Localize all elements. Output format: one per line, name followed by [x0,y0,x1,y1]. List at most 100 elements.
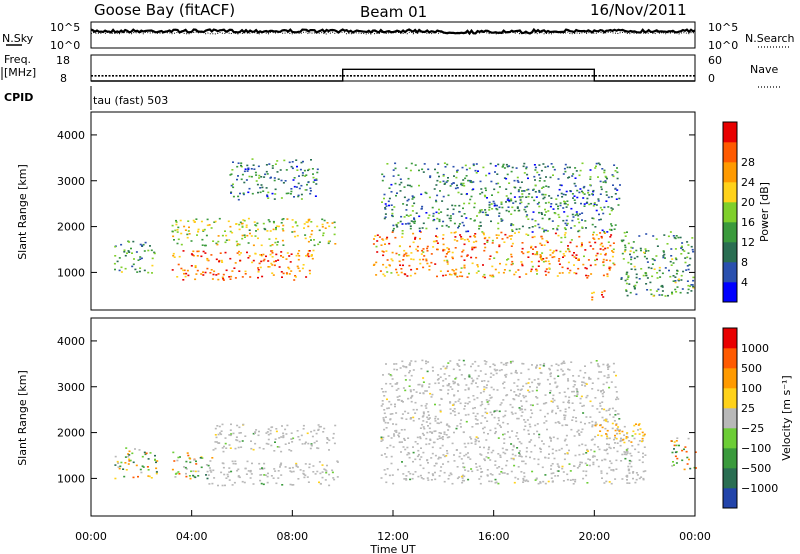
echo-cell [331,471,334,474]
echo-cell [620,277,623,279]
echo-cell [229,447,232,449]
echo-cell [521,242,524,244]
echo-cell [474,169,477,172]
echo-cell [491,474,494,476]
echo-cell [626,452,629,454]
echo-cell [323,219,326,222]
echo-cell [615,374,617,377]
echo-cell [315,432,318,435]
echo-cell [586,201,589,204]
echo-cell [664,257,666,259]
echo-cell [236,178,238,181]
echo-cell [497,182,500,185]
echo-cell [272,274,275,276]
echo-cell [537,378,540,380]
colorbar-segment [723,328,737,349]
echo-cell [413,202,416,205]
echo-cell [582,263,585,266]
echo-cell [450,273,453,276]
echo-cell [615,437,618,440]
echo-cell [566,215,569,218]
echo-cell [206,259,209,261]
echo-cell [449,472,452,474]
echo-cell [513,391,516,393]
echo-cell [406,446,409,449]
echo-cell [449,402,452,404]
echo-cell [467,230,470,233]
echo-cell [285,169,288,171]
echo-cell [546,412,549,415]
echo-cell [380,477,383,479]
echo-cell [442,385,445,387]
echo-cell [560,368,563,371]
echo-cell [584,422,586,425]
colorbar-segment [723,262,737,283]
echo-cell [505,209,508,212]
echo-cell [257,228,259,231]
echo-cell [463,259,466,261]
echo-cell [304,442,307,445]
echo-cell [471,262,474,265]
echo-cell [471,426,474,428]
echo-cell [639,428,642,430]
echo-cell [114,464,117,466]
echo-cell [242,423,245,426]
echo-cell [517,378,520,381]
echo-cell [309,236,312,238]
echo-cell [603,169,606,172]
echo-cell [495,182,498,185]
echo-cell [431,432,434,434]
echo-cell [536,423,539,425]
echo-cell [395,194,397,197]
echo-cell [577,214,580,217]
echo-cell [205,234,208,237]
echo-cell [257,267,260,269]
echo-cell [258,462,261,465]
echo-cell [239,432,242,434]
echo-cell [260,482,263,485]
echo-cell [603,391,605,393]
echo-cell [542,186,545,188]
echo-cell [672,275,675,277]
echo-cell [549,436,551,439]
echo-cell [460,193,463,195]
echo-cell [487,452,490,454]
echo-cell [588,464,591,467]
echo-cell [463,264,466,267]
echo-cell [227,220,230,223]
echo-cell [601,294,603,296]
echo-cell [510,255,513,258]
echo-cell [575,395,578,397]
echo-cell [454,401,457,403]
echo-cell [506,362,509,364]
echo-cell [550,464,553,467]
echo-cell [414,360,417,363]
echo-cell [603,449,606,451]
echo-cell [242,193,245,196]
echo-cell [564,201,566,203]
echo-cell [674,280,677,282]
echo-cell [573,182,576,185]
echo-cell [448,383,450,385]
echo-cell [596,408,599,410]
echo-cell [314,473,317,475]
echo-cell [481,231,484,233]
echo-cell [491,239,494,242]
echo-cell [251,261,254,264]
echo-cell [127,455,130,458]
echo-cell [521,460,524,463]
echo-cell [402,264,404,267]
echo-cell [304,234,307,236]
echo-cell [120,243,123,246]
echo-cell [529,386,531,388]
echo-cell [483,386,486,388]
echo-cell [310,443,313,445]
echo-cell [566,424,569,426]
echo-cell [490,396,493,399]
echo-cell [501,238,504,240]
echo-cell [265,442,268,445]
echo-cell [421,384,424,386]
echo-cell [510,213,513,215]
echo-cell [583,205,586,207]
echo-cell [124,267,127,270]
